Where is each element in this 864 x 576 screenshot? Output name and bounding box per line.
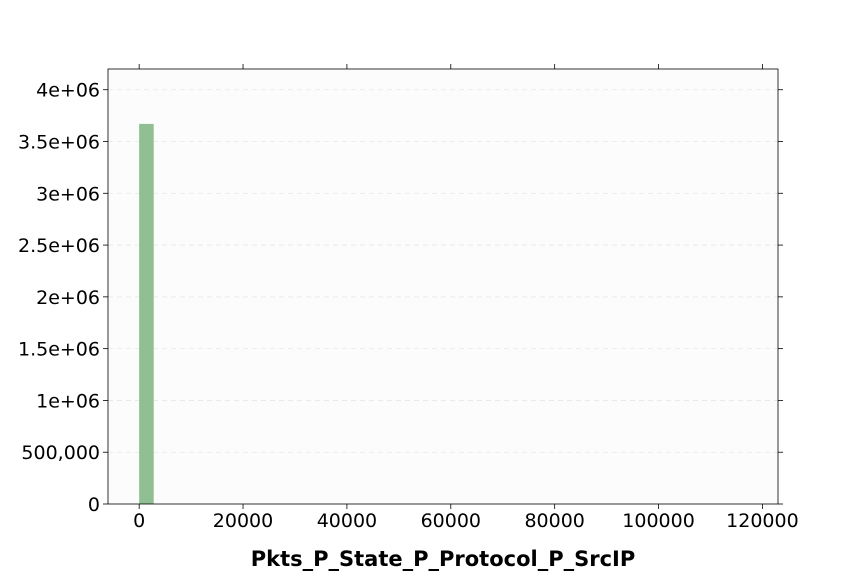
x-tick-label: 100000 [622,510,695,532]
y-tick-label: 2.5e+06 [18,235,100,257]
y-tick-label: 3e+06 [36,183,100,205]
x-tick-label: 40000 [317,510,377,532]
y-tick-label: 500,000 [21,442,100,464]
y-tick-label: 1e+06 [36,390,100,412]
plot-frame [107,68,779,505]
y-tick-label: 2e+06 [36,287,100,309]
x-tick-label: 0 [133,510,145,532]
y-axis: 0 500,000 1e+06 1.5e+06 2e+06 2.5e+06 3e+06 3.5… [18,80,783,516]
x-axis: 0 20000 40000 60000 80000 100000 120000 [133,64,799,532]
x-tick-label: 60000 [421,510,481,532]
y-tick-label: 4e+06 [36,80,100,102]
x-tick-label: 20000 [213,510,273,532]
y-tick-label: 0 [88,494,100,516]
y-tick-label: 1.5e+06 [18,339,100,361]
grid-lines [108,89,778,453]
bars [139,123,154,505]
x-tick-label: 120000 [726,510,799,532]
x-tick-label: 80000 [524,510,584,532]
plot-area [108,69,778,504]
x-axis-title: Pkts_P_State_P_Protocol_P_SrcIP [251,547,636,571]
histogram-bar [139,123,154,505]
y-tick-label: 3.5e+06 [18,132,100,154]
